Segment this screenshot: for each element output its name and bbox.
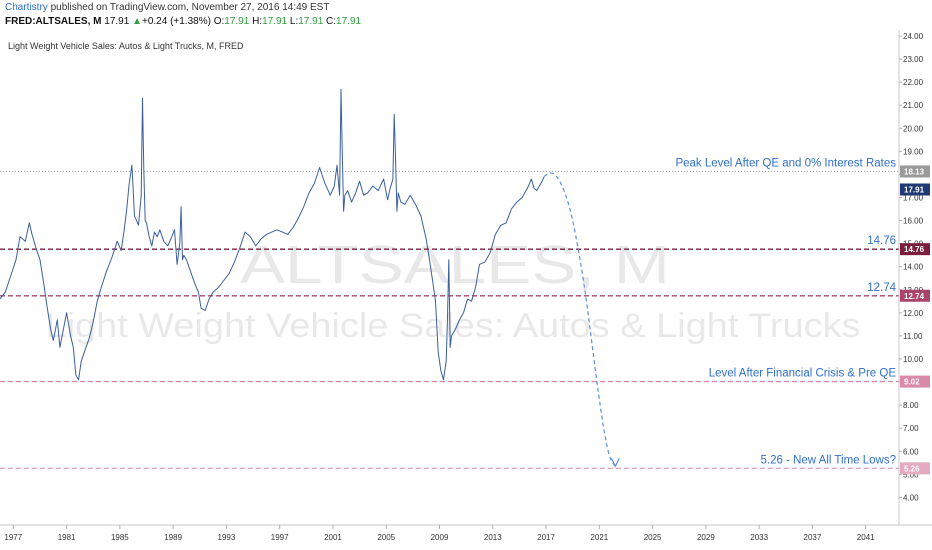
- chart-title: Light Weight Vehicle Sales: Autos & Ligh…: [8, 41, 244, 51]
- x-tick-label: 1985: [111, 533, 129, 542]
- author-link[interactable]: Chartistry: [5, 2, 48, 13]
- x-tick-label: 2025: [644, 533, 662, 542]
- x-tick-label: 1981: [58, 533, 76, 542]
- annotation-layer: Peak Level After QE and 0% Interest Rate…: [675, 157, 896, 466]
- level-annotation-4: 5.26 - New All Time Lows?: [760, 454, 896, 466]
- y-tick-label: 22.00: [903, 78, 924, 87]
- price-badge-label-4: 5.26: [904, 464, 920, 473]
- level-annotation-3: Level After Financial Crisis & Pre QE: [709, 368, 897, 380]
- y-tick-label: 23.00: [903, 55, 924, 64]
- price-badges: 18.13 14.76 12.74 9.02 5.26 17.91: [900, 165, 930, 475]
- series-layer: [0, 88, 545, 381]
- change-value: +0.24 (+1.38%): [141, 16, 211, 27]
- price-badge-3: [900, 375, 930, 388]
- y-tick-label: 4.00: [903, 493, 919, 502]
- level-annotation-1: 14.76: [867, 235, 896, 247]
- watermark-symbol: ALTSALES, M: [240, 235, 670, 295]
- y-tick-label: 10.00: [903, 355, 924, 364]
- symbol-label: FRED:ALTSALES, M: [5, 16, 102, 27]
- x-tick-label: 1977: [4, 533, 22, 542]
- x-tick-label: 2037: [804, 533, 822, 542]
- price-badge-0: [900, 165, 930, 178]
- x-tick-label: 2029: [697, 533, 715, 542]
- projection-arrow-icon: [610, 457, 620, 468]
- publication-line: Chartistry published on TradingView.com,…: [5, 2, 329, 13]
- price-badge-5: [900, 183, 930, 196]
- price-badge-label-2: 12.74: [904, 292, 925, 301]
- high-label: H:: [252, 16, 263, 27]
- low-label: L:: [289, 16, 299, 27]
- x-tick-label: 2013: [484, 533, 502, 542]
- y-tick-label: 21.00: [903, 101, 924, 110]
- x-tick-label: 2017: [537, 533, 555, 542]
- x-tick-label: 2041: [857, 533, 875, 542]
- price-series-line: [0, 88, 545, 381]
- y-tick-label: 16.00: [903, 217, 924, 226]
- close-value: 17.91: [336, 16, 362, 27]
- x-tick-label: 2009: [431, 533, 449, 542]
- x-tick-label: 1993: [218, 533, 236, 542]
- y-tick-label: 12.00: [903, 309, 924, 318]
- x-axis[interactable]: 1977 1981 1985 1989 1993 1997 2001 2005 2009 2013…: [4, 525, 875, 542]
- x-tick-label: 1997: [271, 533, 289, 542]
- high-value: 17.91: [262, 16, 288, 27]
- x-tick-label: 2033: [750, 533, 768, 542]
- y-tick-label: 11.00: [903, 332, 923, 341]
- published-text: published on TradingView.com, November 2…: [47, 2, 330, 13]
- y-tick-label: 17.00: [903, 193, 924, 202]
- price-badge-label-5: 17.91: [904, 185, 925, 194]
- y-tick-label: 19.00: [903, 147, 924, 156]
- close-label: C:: [326, 16, 337, 27]
- y-tick-label: 5.00: [903, 470, 919, 479]
- price-badge-2: [900, 289, 930, 302]
- y-tick-label: 24.00: [903, 32, 924, 41]
- up-arrow-icon: ▲: [132, 16, 142, 27]
- price-badge-label-1: 14.76: [904, 245, 925, 254]
- price-badge-label-0: 18.13: [904, 167, 925, 176]
- y-tick-label: 14.00: [903, 263, 924, 272]
- x-tick-label: 2001: [324, 533, 342, 542]
- price-badge-1: [900, 243, 930, 256]
- projection-layer: [543, 172, 620, 468]
- open-value: 17.91: [224, 16, 250, 27]
- watermark-description: Light Weight Vehicle Sales: Autos & Ligh…: [46, 307, 861, 345]
- open-label: O:: [213, 16, 225, 27]
- level-annotation-2: 12.74: [867, 282, 896, 294]
- publication-header: Chartistry published on TradingView.com,…: [0, 0, 932, 30]
- y-tick-label: 6.00: [903, 447, 919, 456]
- price-badge-4: [900, 462, 930, 475]
- quote-line: FRED:ALTSALES, M 17.91 ▲+0.24 (+1.38%) O…: [5, 16, 361, 27]
- x-tick-label: 1989: [164, 533, 182, 542]
- x-tick-label: 2005: [377, 533, 395, 542]
- y-tick-label: 8.00: [903, 401, 919, 410]
- y-tick-label: 7.00: [903, 424, 919, 433]
- last-price: 17.91: [104, 16, 130, 27]
- projection-line: [543, 172, 616, 467]
- x-tick-label: 2021: [590, 533, 608, 542]
- y-tick-label: 20.00: [903, 124, 924, 133]
- price-badge-label-3: 9.02: [904, 378, 920, 387]
- low-value: 17.91: [298, 16, 324, 27]
- chart-background: [0, 30, 932, 550]
- level-annotation-0: Peak Level After QE and 0% Interest Rate…: [675, 157, 896, 169]
